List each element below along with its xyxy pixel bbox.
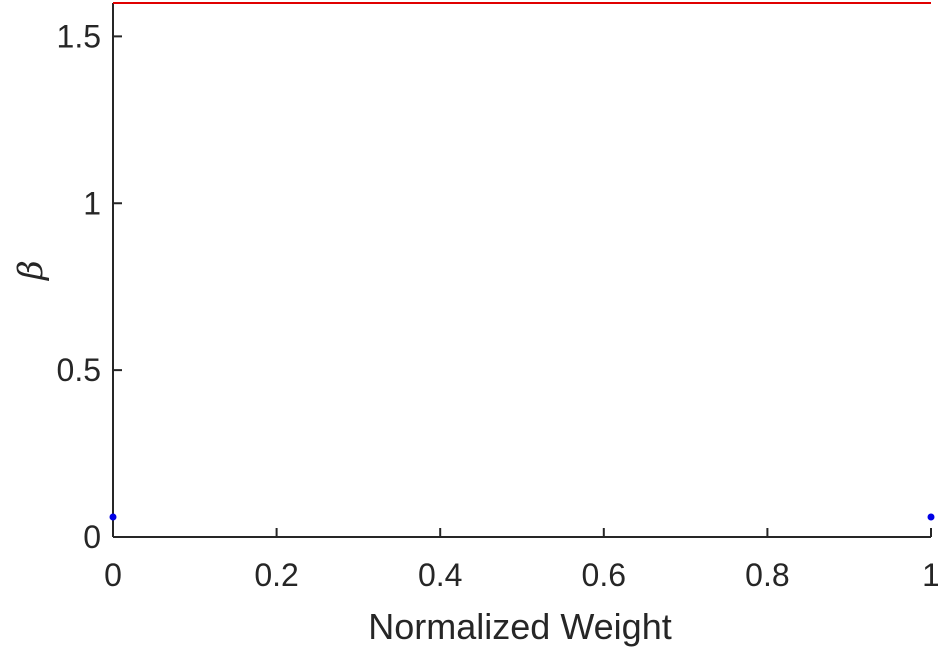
x-tick-label: 0.4 <box>418 557 462 593</box>
y-axis: 0 0.5 1 1.5 <box>57 3 122 555</box>
x-tick-label: 0 <box>104 557 122 593</box>
y-tick-label: 1.5 <box>57 18 101 54</box>
y-tick-label: 1 <box>83 185 101 221</box>
y-axis-title: β <box>11 260 51 282</box>
y-tick-label: 0.5 <box>57 352 101 388</box>
data-point <box>927 513 935 521</box>
x-tick-label: 0.8 <box>745 557 789 593</box>
y-tick-label: 0 <box>83 519 101 555</box>
x-tick-label: 0.2 <box>254 557 298 593</box>
x-tick-label: 0.6 <box>582 557 626 593</box>
series-layer <box>109 2 935 521</box>
x-axis-title: Normalized Weight <box>368 606 671 647</box>
data-point <box>109 513 117 521</box>
x-tick-label: 1 <box>922 557 938 593</box>
x-axis: 0 0.2 0.4 0.6 0.8 1 <box>104 528 938 593</box>
